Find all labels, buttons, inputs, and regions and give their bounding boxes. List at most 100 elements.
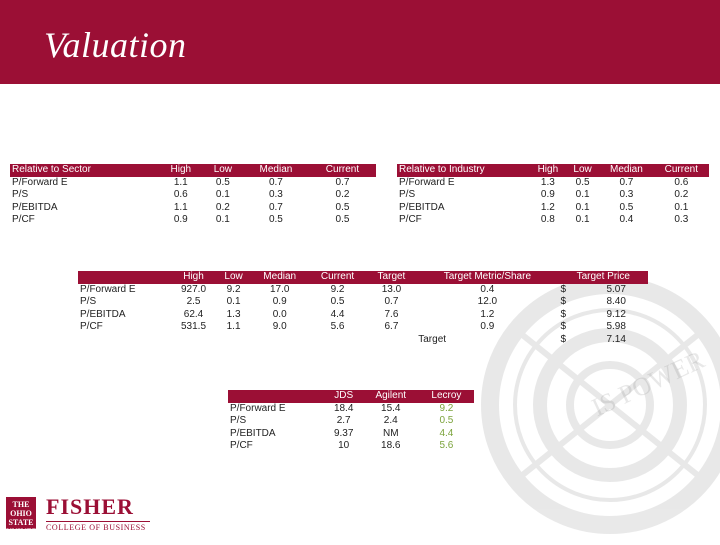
- table-cell: 0.7: [335, 176, 350, 188]
- table-cell: 0.5: [619, 201, 634, 213]
- table-row: P/Forward E 1.1 0.5 0.7 0.7: [10, 177, 376, 190]
- table-cell: 0.6: [173, 189, 188, 201]
- table-cell: $: [560, 308, 567, 320]
- row-label: P/CF: [230, 440, 253, 452]
- column-header: [78, 271, 171, 284]
- empty-cell: [367, 334, 417, 347]
- table-cell: 0.3: [674, 214, 689, 226]
- title-banner: Valuation: [0, 0, 720, 84]
- row-label: P/CF: [399, 214, 422, 226]
- table-row: P/S 0.9 0.1 0.3 0.2: [397, 189, 709, 202]
- column-header: Low: [216, 271, 252, 284]
- table-cell: 2.7: [336, 415, 351, 427]
- table-cell: 0.1: [215, 189, 230, 201]
- table-cell: 4.4: [330, 308, 345, 320]
- table-cell: 6.7: [384, 321, 399, 333]
- column-header: Relative to Industry: [397, 164, 530, 177]
- table-cell: 0.5: [215, 176, 230, 188]
- table-cell: 18.4: [333, 402, 354, 414]
- table-cell: NM: [382, 427, 399, 439]
- table-cell: 0.0: [272, 308, 287, 320]
- table-cell: 0.1: [575, 201, 590, 213]
- column-header: Current: [308, 164, 376, 177]
- column-header: High: [170, 271, 217, 284]
- table-cell: 7.6: [384, 308, 399, 320]
- table-row: P/EBITDA 1.2 0.1 0.5 0.1: [397, 202, 709, 215]
- column-header: Median: [599, 164, 654, 177]
- table-cell: 0.9: [480, 321, 495, 333]
- table-row: P/Forward E 18.4 15.4 9.2: [228, 403, 474, 416]
- page-title: Valuation: [44, 25, 187, 65]
- table-cell: 12.0: [477, 296, 498, 308]
- table-cell: 1.1: [226, 321, 241, 333]
- target-price-table: High Low Median Current Target Target Metric/…: [78, 271, 648, 346]
- row-label: P/S: [80, 296, 97, 308]
- row-label: P/EBITDA: [12, 201, 58, 213]
- table-cell: 0.9: [540, 189, 555, 201]
- table-cell: 17.0: [269, 283, 290, 295]
- column-header: Target: [366, 271, 417, 284]
- table-cell: 2.5: [186, 296, 201, 308]
- row-label: P/CF: [12, 214, 35, 226]
- table-cell: 0.1: [215, 214, 230, 226]
- relative-to-sector-table: Relative to Sector High Low Median Current P…: [10, 164, 376, 227]
- table-cell: 1.2: [480, 308, 495, 320]
- empty-cell: [171, 334, 216, 347]
- table-cell: $: [560, 296, 567, 308]
- table-cell: 0.4: [619, 214, 634, 226]
- column-header: High: [529, 164, 567, 177]
- ohio-state-mark-icon: THE OHIO STATE UNIVERSITY: [6, 497, 56, 536]
- table-cell: 927.0: [181, 283, 207, 295]
- table-cell: 0.9: [173, 214, 188, 226]
- column-header: Low: [202, 164, 243, 177]
- table-cell: 4.4: [439, 427, 454, 439]
- table-cell: 2.4: [383, 415, 398, 427]
- row-label: P/Forward E: [399, 176, 455, 188]
- column-header: High: [158, 164, 203, 177]
- table-row: P/EBITDA 1.1 0.2 0.7 0.5: [10, 202, 376, 215]
- table-cell: 9.2: [226, 283, 241, 295]
- table-cell: 62.4: [183, 308, 204, 320]
- row-label: P/S: [12, 189, 29, 201]
- table-cell: 0.1: [575, 189, 590, 201]
- table-cell: $: [560, 321, 567, 333]
- column-header: Median: [242, 164, 309, 177]
- column-header: Low: [566, 164, 600, 177]
- target-summary-currency: $: [560, 333, 567, 345]
- column-header: Relative to Sector: [10, 164, 159, 177]
- column-header: Target Price: [558, 271, 648, 284]
- column-header: [228, 390, 325, 403]
- table-cell: 5.98: [606, 321, 626, 333]
- row-label: P/Forward E: [80, 283, 136, 295]
- target-summary-row: Target $7.14: [78, 334, 648, 347]
- table-cell: 0.5: [575, 176, 590, 188]
- table-row: P/CF 10 18.6 5.6: [228, 440, 474, 453]
- table-cell: 1.3: [540, 176, 555, 188]
- table-cell: 1.1: [173, 176, 188, 188]
- logo-subtitle: COLLEGE OF BUSINESS: [46, 523, 146, 532]
- table-row: P/S 2.5 0.1 0.9 0.5 0.7 12.0 $8.40: [78, 296, 648, 309]
- peer-comparison-table: JDS Agilent Lecroy P/Forward E 18.4 15.4 9.2 P…: [228, 390, 474, 453]
- logo-name: FISHER: [46, 494, 134, 519]
- table-cell: 0.6: [674, 176, 689, 188]
- table-cell: 0.5: [439, 415, 454, 427]
- table-cell: 1.3: [226, 308, 241, 320]
- target-summary-label: Target: [418, 333, 447, 345]
- empty-cell: [251, 334, 308, 347]
- table-cell: 8.40: [606, 296, 626, 308]
- table-cell: 0.2: [335, 189, 350, 201]
- column-header: JDS: [324, 390, 363, 403]
- table-row: P/CF 531.5 1.1 9.0 5.6 6.7 0.9 $5.98: [78, 321, 648, 334]
- relative-to-industry-table: Relative to Industry High Low Median Current…: [397, 164, 709, 227]
- table-cell: 9.0: [272, 321, 287, 333]
- table-cell: 0.1: [674, 201, 689, 213]
- table-cell: 0.5: [268, 214, 283, 226]
- table-cell: 15.4: [381, 402, 401, 414]
- table-cell: 10: [338, 440, 350, 452]
- seal-watermark-icon: IS POWER: [481, 276, 720, 534]
- table-row: P/EBITDA 62.4 1.3 0.0 4.4 7.6 1.2 $9.12: [78, 309, 648, 322]
- column-header: Current: [308, 271, 367, 284]
- table-cell: 531.5: [181, 321, 207, 333]
- table-cell: 1.2: [540, 201, 555, 213]
- table-cell: 0.5: [335, 214, 350, 226]
